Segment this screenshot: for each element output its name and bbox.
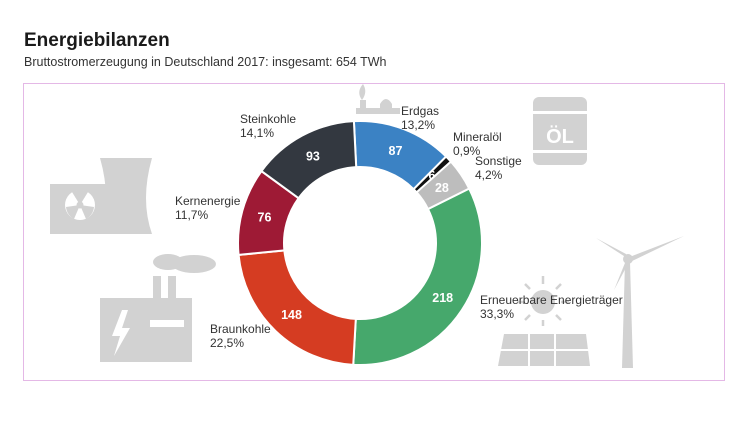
label-erdgas-percent: 13,2% (401, 118, 436, 132)
oil-barrel-text: ÖL (546, 125, 574, 148)
donut-value-label-2: 6 (428, 168, 435, 182)
coal-plant-icon (100, 254, 216, 362)
donut-value-label-6: 76 (258, 210, 272, 224)
label-braunkohle-percent: 22,5% (210, 336, 245, 350)
nuclear-plant-icon (50, 158, 152, 234)
label-erneuerbare: Erneuerbare Energieträger 33,3% (480, 293, 623, 321)
label-kernenergie-name: Kernenergie (175, 194, 241, 208)
label-erneuerbare-name: Erneuerbare Energieträger (480, 293, 623, 307)
label-mineraloel: Mineralöl 0,9% (453, 130, 502, 158)
label-steinkohle-percent: 14,1% (240, 126, 275, 140)
donut-value-label-5: 148 (281, 308, 302, 322)
label-sonstige-percent: 4,2% (475, 168, 503, 182)
label-sonstige-name: Sonstige (475, 154, 522, 168)
chart-frame (23, 83, 725, 381)
gas-flame-icon (356, 84, 400, 114)
donut-chart: 87 628 218 148 76 93 (237, 120, 483, 366)
oil-barrel-icon: ÖL (533, 97, 587, 165)
label-erneuerbare-percent: 33,3% (480, 307, 515, 321)
donut-slice-4 (352, 187, 483, 366)
donut-value-label-4: 218 (432, 291, 453, 305)
label-erdgas-name: Erdgas (401, 104, 440, 118)
label-erdgas: Erdgas 13,2% (401, 104, 439, 132)
donut-value-label-7: 93 (306, 149, 320, 163)
label-mineraloel-name: Mineralöl (453, 130, 502, 144)
label-mineraloel-percent: 0,9% (453, 144, 481, 158)
chart-subtitle: Bruttostromerzeugung in Deutschland 2017… (24, 55, 387, 69)
donut-value-label-3: 28 (435, 181, 449, 195)
donut-slice-7 (260, 120, 358, 200)
label-steinkohle: Steinkohle 14,1% (240, 112, 296, 140)
label-kernenergie: Kernenergie 11,7% (175, 194, 240, 222)
wind-turbine-icon (596, 236, 684, 368)
label-sonstige: Sonstige 4,2% (475, 154, 522, 182)
solar-panel-icon (498, 276, 590, 366)
label-braunkohle-name: Braunkohle (210, 322, 271, 336)
label-kernenergie-percent: 11,7% (175, 208, 209, 222)
chart-title: Energiebilanzen (24, 30, 170, 51)
label-braunkohle: Braunkohle 22,5% (210, 322, 271, 350)
label-steinkohle-name: Steinkohle (240, 112, 297, 126)
donut-value-label-1: 87 (389, 144, 403, 158)
